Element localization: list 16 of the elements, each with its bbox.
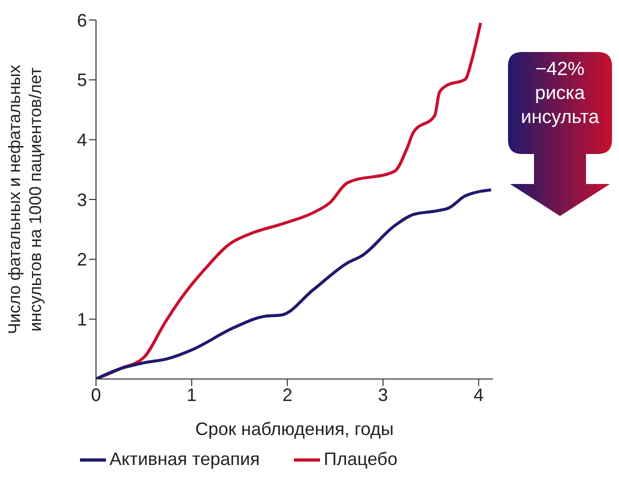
y-tick-label: 6 — [76, 10, 87, 30]
y-axis-title: Число фатальных и нефатальных инсультов на 1000 пациентов/лет — [5, 64, 45, 334]
x-tick-label: 3 — [378, 384, 388, 405]
legend-label: Активная терапия — [110, 448, 260, 469]
x-tick-label: 1 — [186, 384, 197, 405]
y-tick-label: 5 — [76, 70, 87, 90]
y-tick-label: 1 — [76, 310, 87, 330]
legend-label: Плацебо — [324, 448, 398, 469]
text: −42% риска инсульта — [520, 58, 600, 130]
y-tick-label: 4 — [76, 130, 87, 150]
x-tick-label: 4 — [474, 384, 484, 405]
y-tick-label: 2 — [76, 250, 87, 270]
x-tick-label: 0 — [90, 384, 102, 405]
y-tick-label: 3 — [76, 190, 87, 210]
x-axis-title: Срок наблюдения, годы — [195, 419, 394, 439]
x-tick-label: 2 — [282, 384, 292, 405]
